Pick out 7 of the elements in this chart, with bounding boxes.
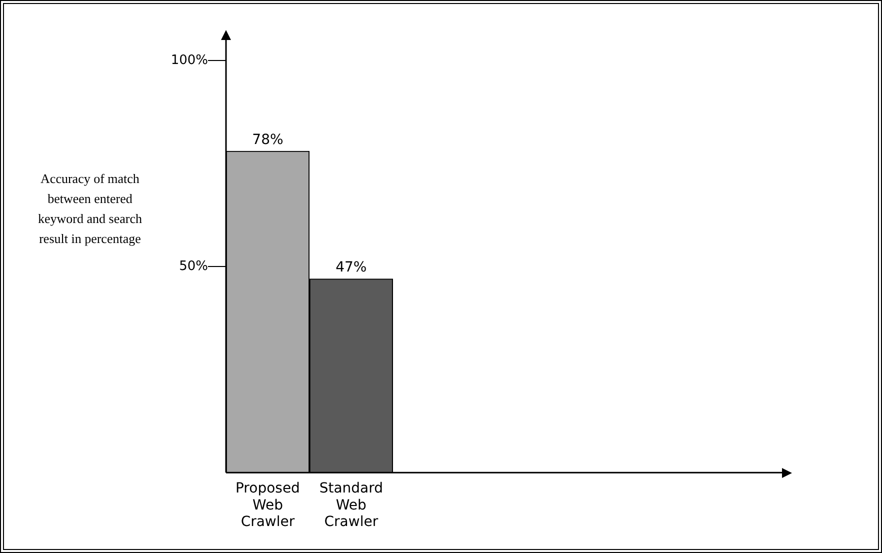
y-tick-label: 100%	[170, 52, 208, 68]
x-tick-label: Proposed Web Crawler	[235, 480, 300, 530]
data-label: 47%	[336, 260, 367, 276]
y-axis-title: Accuracy of match between entered keyword and search result in percentage	[37, 170, 143, 248]
y-tick-label: 50%	[179, 258, 208, 274]
x-tick-label: Standard Web Crawler	[319, 480, 384, 530]
data-label: 78%	[252, 132, 284, 148]
